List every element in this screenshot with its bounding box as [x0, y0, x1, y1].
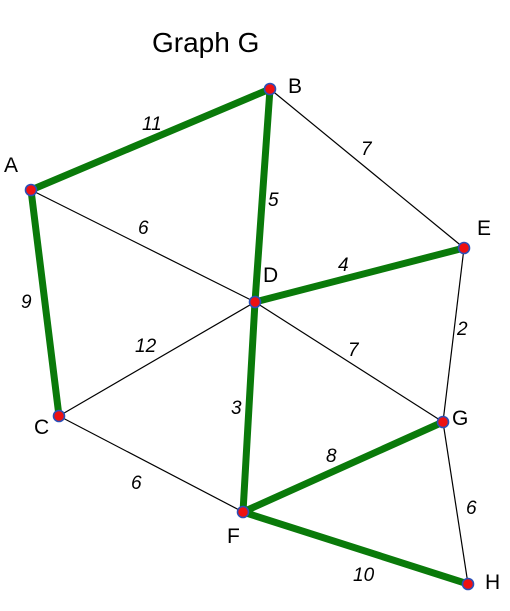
nodes-layer — [24, 82, 475, 591]
vertex-label-d: D — [263, 264, 278, 287]
edge-g-h — [442, 421, 469, 585]
vertex-d — [248, 295, 262, 309]
vertex-label-a: A — [4, 154, 18, 177]
edge-weight-a-c: 9 — [21, 292, 32, 313]
edge-d-e-tree — [251, 244, 468, 306]
edge-b-d-tree — [251, 85, 274, 306]
vertex-label-e: E — [477, 217, 491, 240]
edge-weight-d-f: 3 — [231, 398, 242, 419]
edge-a-b-tree — [27, 85, 274, 194]
edge-weight-b-e: 7 — [361, 139, 373, 160]
edge-weight-e-g: 2 — [456, 319, 468, 340]
edge-c-d — [58, 301, 256, 417]
edge-weight-d-e: 4 — [338, 255, 349, 276]
vertex-f — [236, 505, 250, 519]
edge-f-h-tree — [239, 508, 472, 588]
edge-weight-g-h: 6 — [466, 498, 477, 519]
vertex-label-h: H — [485, 571, 500, 594]
vertex-e — [457, 241, 471, 255]
edge-weight-f-h: 10 — [353, 565, 375, 586]
edge-weight-b-d: 5 — [268, 190, 279, 211]
edge-weights-layer: 11 7 5 6 9 4 12 7 2 3 6 8 6 10 — [21, 114, 477, 586]
vertex-a — [24, 183, 38, 197]
vertex-c — [52, 409, 66, 423]
edge-weight-c-d: 12 — [135, 336, 157, 357]
edge-weight-f-g: 8 — [326, 446, 337, 467]
edges-layer — [27, 85, 472, 588]
vertex-g — [436, 415, 450, 429]
edge-weight-d-g: 7 — [348, 340, 360, 361]
vertex-label-f: F — [227, 525, 240, 548]
graph-title: Graph G — [152, 27, 259, 58]
vertex-label-c: C — [34, 416, 49, 439]
edge-e-g — [442, 247, 465, 423]
edge-b-e — [269, 88, 465, 249]
edge-c-f — [58, 415, 244, 513]
vertex-h — [461, 577, 475, 591]
edge-weight-c-f: 6 — [131, 473, 142, 494]
edge-weight-a-b: 11 — [142, 114, 162, 135]
edge-f-g-tree — [239, 418, 447, 516]
edge-weight-a-d: 6 — [138, 218, 149, 239]
vertex-label-b: B — [288, 75, 302, 98]
edge-a-d — [30, 189, 256, 303]
vertex-b — [263, 82, 277, 96]
vertex-label-g: G — [452, 407, 468, 430]
node-labels-layer: A B C D E F G H — [4, 75, 500, 594]
edge-d-f-tree — [239, 298, 259, 516]
edge-a-c-tree — [27, 186, 63, 420]
edge-d-g — [254, 301, 444, 423]
